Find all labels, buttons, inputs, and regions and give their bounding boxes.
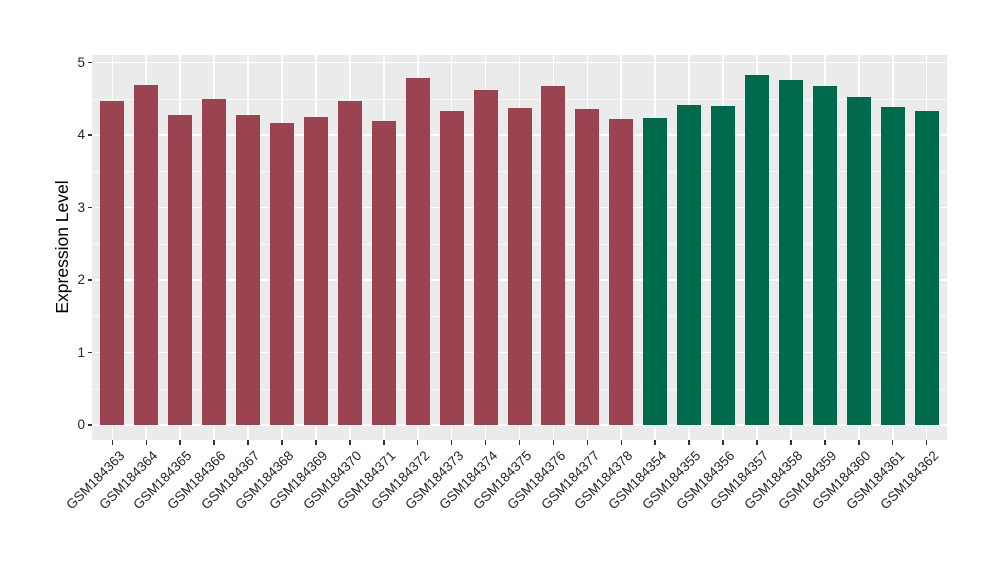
bar-GSM184358: [778, 79, 803, 425]
bar-GSM184361: [880, 106, 905, 425]
x-tick-mark: [654, 440, 656, 445]
y-tick-mark: [87, 134, 92, 136]
bar-GSM184374: [473, 90, 498, 425]
x-tick-mark: [450, 440, 453, 445]
y-tick-mark: [87, 206, 92, 209]
x-tick-mark: [925, 440, 928, 445]
bar-GSM184365: [168, 115, 193, 425]
bar-GSM184356: [711, 106, 736, 425]
bar-GSM184354: [643, 118, 668, 425]
x-tick-mark: [756, 440, 758, 445]
x-tick-mark: [688, 440, 690, 445]
x-tick-mark: [518, 440, 521, 445]
x-tick-mark: [281, 440, 283, 445]
bar-GSM184362: [914, 111, 939, 425]
x-tick-mark: [315, 440, 317, 445]
y-tick-mark: [87, 279, 92, 281]
x-tick-mark: [383, 440, 385, 445]
bar-GSM184369: [303, 116, 328, 425]
bar-GSM184363: [100, 100, 125, 425]
plot-panel: [92, 55, 947, 440]
y-tick-label: 2: [77, 272, 85, 287]
x-tick-mark: [247, 440, 249, 445]
bar-GSM184378: [609, 119, 634, 425]
y-tick-mark: [87, 424, 92, 426]
y-tick-mark: [87, 351, 92, 354]
x-tick-mark: [824, 440, 826, 445]
bar-GSM184367: [236, 114, 261, 425]
x-tick-mark: [620, 440, 623, 445]
x-tick-mark: [111, 440, 114, 445]
x-tick-mark: [179, 440, 181, 445]
bar-GSM184370: [337, 100, 362, 425]
y-tick-label: 1: [77, 344, 85, 360]
y-tick-label: 4: [77, 127, 85, 142]
x-tick-mark: [552, 440, 555, 445]
bar-GSM184357: [745, 74, 769, 425]
y-tick-label: 5: [77, 54, 85, 70]
x-tick-mark: [349, 440, 351, 445]
bar-GSM184368: [270, 122, 294, 425]
bar-GSM184377: [575, 108, 600, 425]
bar-GSM184366: [202, 98, 227, 425]
x-tick-mark: [790, 440, 792, 445]
x-tick-mark: [586, 440, 589, 445]
x-tick-mark: [891, 440, 894, 445]
x-tick-mark: [484, 440, 487, 445]
bar-GSM184371: [371, 120, 396, 425]
x-tick-mark: [858, 440, 860, 445]
bar-GSM184375: [507, 108, 532, 425]
x-tick-mark: [213, 440, 215, 445]
x-tick-mark: [145, 440, 148, 445]
y-tick-mark: [87, 61, 92, 64]
y-tick-label: 3: [77, 199, 85, 215]
bar-GSM184373: [439, 111, 464, 425]
bar-GSM184364: [134, 84, 159, 425]
x-tick-mark: [416, 440, 419, 445]
y-tick-label: 0: [77, 417, 85, 432]
bar-GSM184360: [846, 97, 871, 425]
bar-GSM184355: [677, 104, 702, 425]
bar-GSM184372: [405, 78, 430, 425]
x-tick-mark: [722, 440, 724, 445]
bar-GSM184376: [541, 85, 566, 425]
bar-GSM184359: [812, 85, 837, 425]
